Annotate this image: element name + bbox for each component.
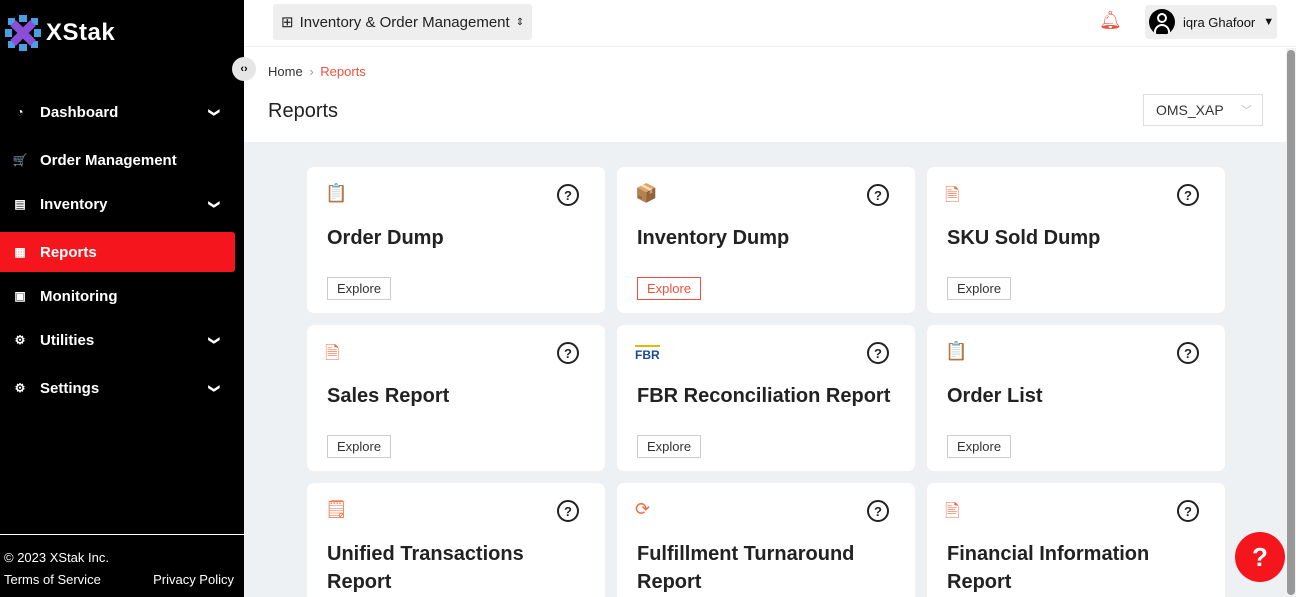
card-title: Sales Report: [327, 385, 450, 407]
help-icon[interactable]: ?: [1177, 184, 1199, 206]
chevron-down-icon: ❯: [207, 335, 220, 345]
help-icon[interactable]: ?: [867, 184, 889, 206]
help-icon[interactable]: ?: [867, 342, 889, 364]
card-title: FBR Reconciliation Report: [637, 385, 891, 407]
user-menu[interactable]: iqra Ghafoor ▼: [1145, 5, 1277, 39]
reports-grid: 📋 ? Order Dump Explore 📦 ? Inventory Dump E…: [244, 142, 1286, 597]
caret-down-icon: ▼: [1263, 16, 1275, 28]
card-title: Order List: [947, 385, 1043, 407]
clipboard-icon: ▣: [14, 289, 26, 303]
sidebar-item-label: Order Management: [40, 151, 177, 169]
sidebar-item-label: Inventory: [40, 195, 108, 213]
help-icon[interactable]: ?: [557, 184, 579, 206]
user-name: iqra Ghafoor: [1183, 14, 1256, 30]
explore-button[interactable]: Explore: [327, 277, 392, 300]
help-icon[interactable]: ?: [1177, 342, 1199, 364]
report-card: 📋 ? Order List Explore: [927, 325, 1225, 471]
document-icon: ▦: [14, 245, 26, 259]
report-card: 🗎 ? Sales Report Explore: [307, 325, 605, 471]
sidebar-item-dashboard[interactable]: ◔ Dashboard ❯: [0, 92, 235, 132]
gauge-icon: ◔: [16, 105, 24, 119]
breadcrumb: Home › Reports: [268, 64, 366, 79]
updown-icon: ⇕: [515, 16, 525, 28]
help-icon[interactable]: ?: [557, 342, 579, 364]
card-title: Unified Transactions Report: [327, 543, 524, 593]
avatar: [1149, 9, 1175, 35]
card-title: Inventory Dump: [637, 227, 790, 249]
help-fab-button[interactable]: ?: [1235, 532, 1285, 582]
report-card: 🗒 ? Unified Transactions Report: [307, 483, 605, 597]
chevron-down-icon: ❯: [207, 199, 220, 209]
app-name: Inventory & Order Management: [299, 13, 510, 31]
help-icon[interactable]: ?: [867, 500, 889, 522]
report-stack-icon: 🗎: [945, 185, 960, 205]
card-title: Order Dump: [327, 227, 444, 249]
clipboard-box-icon: 📋: [945, 341, 968, 361]
report-card: ⟳ ? Fulfillment Turnaround Report: [617, 483, 915, 597]
sidebar-item-utilities[interactable]: ⚙ Utilities ❯: [0, 320, 235, 360]
report-card: 🗎 ? SKU Sold Dump Explore: [927, 167, 1225, 313]
breadcrumb-separator: ›: [309, 64, 314, 79]
collapse-sidebar-button[interactable]: ‹›: [232, 57, 256, 81]
sidebar: XStak ◔ Dashboard ❯ 🛒 Order Management ▤ Inven…: [0, 0, 244, 597]
report-card: 📋 ? Order Dump Explore: [307, 167, 605, 313]
breadcrumb-current: Reports: [320, 64, 366, 79]
page-header: Home › Reports Reports OMS_XAP ﹀: [244, 48, 1286, 142]
fbr-logo-icon: FBR: [635, 345, 660, 362]
sidebar-item-order-management[interactable]: 🛒 Order Management: [0, 140, 235, 180]
card-title: Fulfillment Turnaround Report: [637, 543, 855, 593]
report-card: FBR ? FBR Reconciliation Report Explore: [617, 325, 915, 471]
report-stack-icon: 🗎: [325, 343, 340, 363]
explore-button[interactable]: Explore: [637, 277, 702, 300]
chevron-down-icon: ❯: [207, 107, 220, 117]
sidebar-item-label: Utilities: [40, 331, 95, 349]
scrollbar-thumb[interactable]: [1287, 50, 1295, 595]
breadcrumb-home[interactable]: Home: [268, 64, 303, 79]
gear-icon: ⚙: [14, 381, 26, 395]
page-title: Reports: [268, 100, 339, 122]
card-title: SKU Sold Dump: [947, 227, 1101, 249]
help-icon[interactable]: ?: [557, 500, 579, 522]
explore-button[interactable]: Explore: [637, 435, 702, 458]
divider: [0, 534, 244, 535]
brand-name: XStak: [46, 19, 116, 46]
scrollbar[interactable]: [1286, 48, 1296, 597]
sidebar-item-reports[interactable]: ▦ Reports: [0, 232, 235, 272]
explore-button[interactable]: Explore: [947, 277, 1012, 300]
logo[interactable]: XStak: [4, 14, 115, 52]
bell-icon[interactable]: 🔔︎: [1099, 10, 1122, 30]
xstak-logo-icon: [5, 15, 41, 51]
sidebar-item-monitoring[interactable]: ▣ Monitoring: [0, 276, 235, 316]
boxes-icon: 📦: [635, 183, 658, 203]
app-switcher[interactable]: ⊞ Inventory & Order Management ⇕: [273, 4, 533, 40]
finance-doc-icon: 🖹: [945, 501, 960, 521]
card-title: Financial Information Report: [947, 543, 1150, 593]
explore-button[interactable]: Explore: [327, 435, 392, 458]
sliders-icon: ⚙: [14, 333, 26, 347]
chevron-down-icon: ❯: [207, 383, 220, 393]
sidebar-item-inventory[interactable]: ▤ Inventory ❯: [0, 184, 235, 224]
grid-icon: ⊞: [281, 14, 294, 31]
store-select-value: OMS_XAP: [1156, 102, 1224, 118]
sidebar-item-label: Dashboard: [40, 103, 119, 121]
help-icon[interactable]: ?: [1177, 500, 1199, 522]
sidebar-item-label: Monitoring: [40, 287, 118, 305]
report-card: 🖹 ? Financial Information Report: [927, 483, 1225, 597]
sidebar-item-settings[interactable]: ⚙ Settings ❯: [0, 368, 235, 408]
clipboard-box-icon: 📋: [325, 183, 348, 203]
topbar: ⊞ Inventory & Order Management ⇕ 🔔︎ iqra…: [244, 0, 1296, 47]
privacy-link[interactable]: Privacy Policy: [153, 572, 234, 587]
explore-button[interactable]: Explore: [947, 435, 1012, 458]
chevron-down-icon: ﹀: [1241, 105, 1252, 117]
terms-link[interactable]: Terms of Service: [4, 572, 101, 587]
copyright: © 2023 XStak Inc.: [4, 550, 109, 565]
warehouse-icon: ▤: [14, 197, 26, 211]
sidebar-item-label: Settings: [40, 379, 100, 397]
box-receipt-icon: 🗒: [325, 499, 348, 519]
report-card: 📦 ? Inventory Dump Explore: [617, 167, 915, 313]
cart-icon: 🛒: [12, 153, 28, 167]
store-select[interactable]: OMS_XAP ﹀: [1143, 94, 1263, 126]
refresh-icon: ⟳: [635, 499, 651, 519]
sidebar-item-label: Reports: [40, 243, 97, 261]
